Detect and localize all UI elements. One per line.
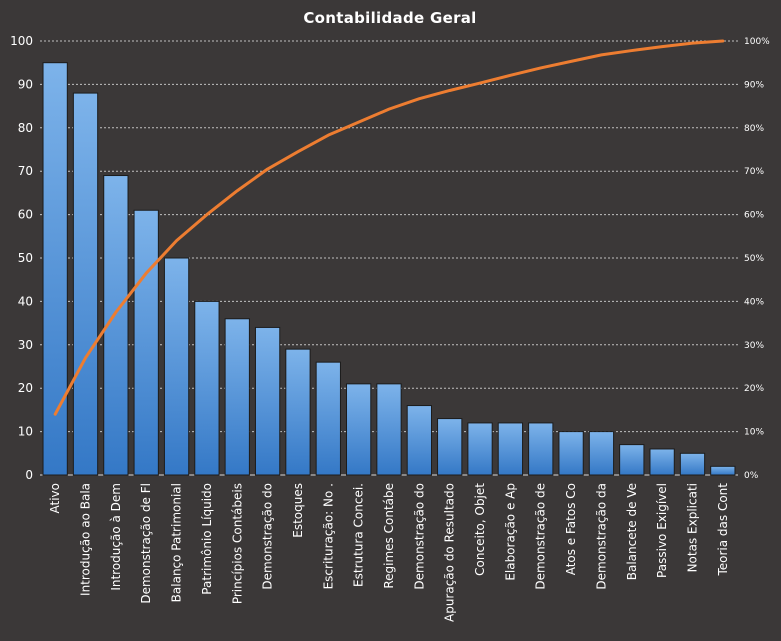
bar — [467, 422, 493, 476]
category-label: Apuração do Resultado — [443, 483, 457, 622]
cumulative-line-layer — [53, 39, 725, 416]
y-tick-label: 10 — [18, 425, 33, 439]
category-label: Introdução ao Bala — [79, 483, 93, 596]
bar — [588, 431, 615, 476]
category-label: Patrimônio Líquido — [200, 483, 214, 595]
y-tick-label: 40 — [18, 294, 33, 308]
category-label: Princípios Contábeis — [230, 483, 244, 604]
category-label: Demonstração de Fl — [139, 483, 153, 604]
chart-title: Contabilidade Geral — [303, 9, 476, 27]
bar — [346, 383, 372, 476]
category-label: Atos e Fatos Co — [564, 483, 578, 575]
bar — [649, 448, 675, 476]
y-tick-label: 30 — [18, 338, 33, 352]
bar — [679, 452, 706, 476]
y2-tick-label: 60% — [744, 211, 764, 221]
y2-tick-label: 30% — [744, 341, 764, 351]
category-label: Balanço Patrimonial — [170, 483, 184, 602]
category-label: Elaboração e Ap — [503, 483, 517, 581]
category-label: Passivo Exigível — [655, 483, 669, 578]
category-label: Conceito, Objet — [473, 483, 487, 576]
category-label: Demonstração da — [594, 483, 608, 590]
y2-tick-label: 10% — [744, 428, 764, 438]
bar — [376, 383, 402, 476]
category-label: Demonstração de — [534, 483, 548, 590]
y-tick-label: 50 — [18, 251, 33, 265]
bar — [163, 257, 190, 476]
category-label: Estoques — [291, 483, 305, 538]
y2-tick-label: 20% — [744, 384, 764, 394]
y-tick-label: 70 — [18, 164, 33, 178]
category-label: Demonstração do — [412, 483, 426, 590]
cumulative-percentage-line — [53, 39, 725, 416]
bar — [254, 326, 281, 476]
bar — [528, 422, 554, 476]
bar — [194, 300, 220, 476]
left-axis: 0 10 20 30 40 50 60 70 80 90 100 — [10, 34, 33, 482]
bar — [497, 422, 524, 476]
y2-tick-label: 70% — [744, 167, 764, 177]
y2-tick-label: 0% — [744, 471, 759, 481]
bar — [42, 62, 68, 476]
category-label: Escrituração: No . — [321, 483, 335, 589]
y2-tick-label: 50% — [744, 254, 764, 264]
bar — [437, 418, 463, 476]
y-tick-label: 90 — [18, 77, 33, 91]
category-label: Teoria das Cont — [716, 483, 730, 577]
y2-tick-label: 40% — [744, 297, 764, 307]
bar — [558, 431, 584, 476]
bar — [224, 318, 250, 476]
category-label: Introdução à Dem — [109, 483, 123, 591]
bar — [619, 444, 645, 476]
y2-tick-label: 80% — [744, 124, 764, 134]
y-tick-label: 100 — [10, 34, 33, 48]
y-tick-label: 20 — [18, 381, 33, 395]
right-axis: 0% 10% 20% 30% 40% 50% 60% 70% 80% 90% 100% — [744, 37, 770, 481]
category-label: Notas Explicati — [685, 483, 699, 572]
bar — [315, 361, 341, 476]
bar — [285, 348, 311, 476]
y-tick-label: 0 — [25, 468, 33, 482]
y2-tick-label: 100% — [744, 37, 770, 47]
bar — [710, 465, 736, 476]
category-labels: Ativo Introdução ao Bala Introdução à Dem D… — [48, 483, 730, 622]
y2-tick-label: 90% — [744, 80, 764, 90]
bar — [72, 92, 99, 476]
bar — [406, 405, 432, 476]
bar — [133, 209, 159, 476]
category-label: Balancete de Ve — [625, 483, 639, 580]
y-tick-label: 60 — [18, 208, 33, 222]
bars — [42, 62, 736, 476]
category-label: Demonstração do — [261, 483, 275, 590]
category-label: Regimes Contábe — [382, 483, 396, 589]
category-label: Estrutura Concei. — [352, 483, 366, 587]
category-label: Ativo — [48, 483, 62, 513]
y-tick-label: 80 — [18, 121, 33, 135]
